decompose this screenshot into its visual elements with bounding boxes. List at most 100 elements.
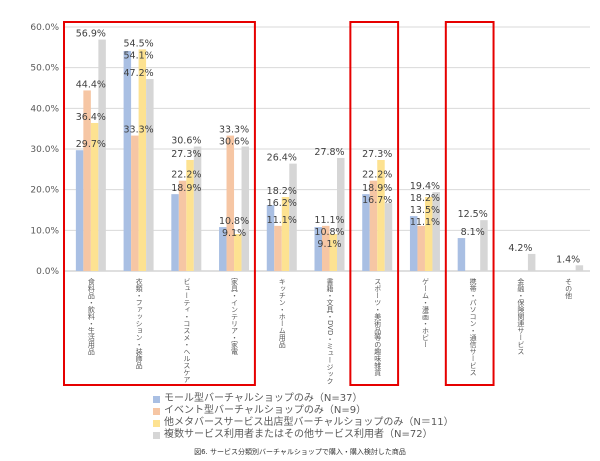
legend-label: モール型バーチャルショップのみ（N=37） (164, 393, 363, 404)
data-label: 18.9% (171, 183, 201, 194)
bar (457, 238, 466, 271)
bar (432, 192, 440, 271)
data-label: 26.4% (267, 153, 297, 164)
legend-swatch (153, 419, 160, 427)
data-label: 16.2% (267, 198, 297, 209)
y-tick-label: 60.0% (30, 23, 59, 33)
data-label: 29.7% (76, 139, 106, 150)
category-label: 携帯・パソコン・通信サービス (469, 278, 478, 376)
data-label: 12.5% (458, 209, 488, 220)
bar (178, 180, 187, 271)
data-label: 33.3% (123, 125, 153, 136)
bar (131, 135, 139, 271)
bar (314, 227, 322, 271)
data-label: 11.1% (314, 215, 344, 226)
data-label: 18.2% (267, 186, 297, 197)
bar (193, 146, 202, 271)
data-label: 33.3% (219, 125, 249, 136)
legend-label: 複数サービス利用者またはその他サービス利用者（N=72） (164, 429, 433, 440)
bar (417, 225, 425, 271)
y-tick-label: 0.0% (36, 267, 59, 277)
bar (424, 196, 433, 271)
bar (281, 196, 290, 271)
category-label: ビューティ・コスメ・ヘルスケア (182, 278, 191, 383)
bar (138, 49, 147, 271)
data-label: 30.6% (171, 136, 201, 147)
y-tick-label: 10.0% (30, 226, 59, 236)
category-label: キッチン・ホーム用品 (278, 278, 287, 348)
bar (75, 150, 84, 271)
category-label: 金融・保険関連サービス (516, 278, 525, 355)
bar (98, 39, 106, 272)
legend-swatch (153, 395, 160, 403)
bar (226, 135, 235, 271)
data-label: 27.8% (314, 147, 344, 158)
bar (527, 253, 536, 271)
y-tick-label: 20.0% (30, 186, 59, 196)
category-label: その他 (564, 278, 573, 299)
y-tick-label: 40.0% (30, 104, 59, 114)
y-tick-label: 30.0% (30, 145, 59, 155)
legend-label: 他メタバースサービス出店型バーチャルショップのみ（N＝11） (164, 417, 454, 428)
data-label: 13.5% (410, 205, 440, 216)
bar (322, 225, 330, 271)
bar (146, 79, 154, 271)
bar (241, 146, 250, 271)
category-label: 衣類・ファッション・装飾品 (135, 278, 144, 369)
bar (83, 90, 91, 271)
bar (123, 50, 132, 271)
data-label: 9.1% (222, 228, 246, 239)
data-label: 27.3% (362, 149, 392, 160)
bar (90, 122, 99, 272)
highlight-box (63, 21, 256, 386)
legend-item: モール型バーチャルショップのみ（N=37） (153, 393, 454, 405)
data-label: 47.2% (123, 68, 153, 79)
highlight-box (349, 21, 400, 386)
bar (369, 180, 378, 271)
bar (219, 227, 227, 271)
data-label: 44.4% (76, 79, 106, 90)
bar (266, 205, 275, 271)
legend-swatch (153, 407, 160, 415)
data-label: 10.8% (219, 216, 249, 227)
data-label: 10.8% (314, 227, 344, 238)
y-tick-label: 50.0% (30, 64, 59, 74)
legend-swatch (153, 431, 160, 439)
bar (329, 233, 337, 271)
bar (234, 233, 242, 271)
legend: モール型バーチャルショップのみ（N=37） イベント型バーチャルショップのみ（N=… (153, 393, 454, 441)
bar (186, 159, 194, 271)
data-label: 16.7% (362, 195, 392, 206)
data-label: 36.4% (76, 112, 106, 123)
data-label: 4.2% (508, 243, 532, 254)
legend-label: イベント型バーチャルショップのみ（N=9） (164, 405, 367, 416)
data-label: 54.1% (123, 50, 153, 61)
data-label: 18.9% (362, 183, 392, 194)
bar (171, 194, 179, 271)
data-label: 27.3% (171, 149, 201, 160)
bar (480, 220, 488, 271)
bar (337, 157, 345, 271)
data-label: 9.1% (317, 239, 341, 250)
data-label: 22.2% (362, 170, 392, 181)
data-label: 8.1% (461, 227, 485, 238)
data-label: 30.6% (219, 137, 249, 148)
figure-caption: 図6. サービス分類別バーチャルショップで購入・購入検討した商品 (194, 448, 406, 456)
legend-item: 複数サービス利用者またはその他サービス利用者（N=72） (153, 429, 454, 441)
data-label: 18.2% (410, 193, 440, 204)
bar (575, 265, 584, 271)
category-label: スポーツ・美術品等の趣味雑貨 (373, 278, 382, 376)
data-label: 1.4% (556, 254, 580, 265)
data-label: 56.9% (76, 29, 106, 40)
bar (362, 194, 370, 271)
bar (377, 159, 385, 271)
data-label: 22.2% (171, 170, 201, 181)
bar (274, 225, 282, 271)
legend-item: イベント型バーチャルショップのみ（N=9） (153, 405, 454, 417)
data-label: 11.1% (267, 215, 297, 226)
category-label: ゲーム・漫画・ホビー (421, 278, 430, 348)
legend-item: 他メタバースサービス出店型バーチャルショップのみ（N＝11） (153, 417, 454, 429)
category-label: 家具・インテリア・家電 (230, 278, 239, 355)
